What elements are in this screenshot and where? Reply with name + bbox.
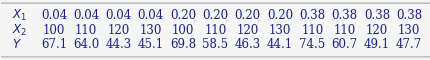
Text: 110: 110: [301, 24, 322, 36]
Text: $X_2$: $X_2$: [12, 22, 27, 38]
Text: 120: 120: [236, 24, 258, 36]
Text: 0.04: 0.04: [137, 9, 163, 22]
Text: 0.38: 0.38: [395, 9, 421, 22]
Text: 74.5: 74.5: [298, 38, 325, 51]
Text: 67.1: 67.1: [41, 38, 67, 51]
Text: 60.7: 60.7: [331, 38, 357, 51]
Text: 69.8: 69.8: [170, 38, 196, 51]
Text: 120: 120: [107, 24, 129, 36]
Text: 0.04: 0.04: [41, 9, 67, 22]
Text: $Y$: $Y$: [12, 38, 22, 51]
Text: 44.1: 44.1: [266, 38, 292, 51]
Text: 0.38: 0.38: [331, 9, 357, 22]
Text: 0.20: 0.20: [266, 9, 292, 22]
Text: 0.38: 0.38: [363, 9, 389, 22]
Text: 58.5: 58.5: [202, 38, 228, 51]
Text: 0.20: 0.20: [170, 9, 196, 22]
Text: 110: 110: [75, 24, 97, 36]
Text: 100: 100: [172, 24, 194, 36]
FancyBboxPatch shape: [0, 3, 430, 57]
Text: 130: 130: [397, 24, 419, 36]
Text: 46.3: 46.3: [234, 38, 260, 51]
Text: 0.38: 0.38: [298, 9, 325, 22]
Text: 130: 130: [268, 24, 291, 36]
Text: 47.7: 47.7: [395, 38, 421, 51]
Text: 0.04: 0.04: [73, 9, 99, 22]
Text: 44.3: 44.3: [105, 38, 131, 51]
Text: 100: 100: [43, 24, 65, 36]
Text: 0.20: 0.20: [234, 9, 260, 22]
Text: 0.04: 0.04: [105, 9, 131, 22]
Text: 49.1: 49.1: [363, 38, 389, 51]
Text: 130: 130: [139, 24, 162, 36]
Text: 110: 110: [204, 24, 226, 36]
Text: $X_1$: $X_1$: [12, 8, 27, 23]
Text: 110: 110: [333, 24, 355, 36]
Text: 0.20: 0.20: [202, 9, 228, 22]
Text: 120: 120: [365, 24, 387, 36]
Text: 45.1: 45.1: [138, 38, 163, 51]
Text: 64.0: 64.0: [73, 38, 99, 51]
